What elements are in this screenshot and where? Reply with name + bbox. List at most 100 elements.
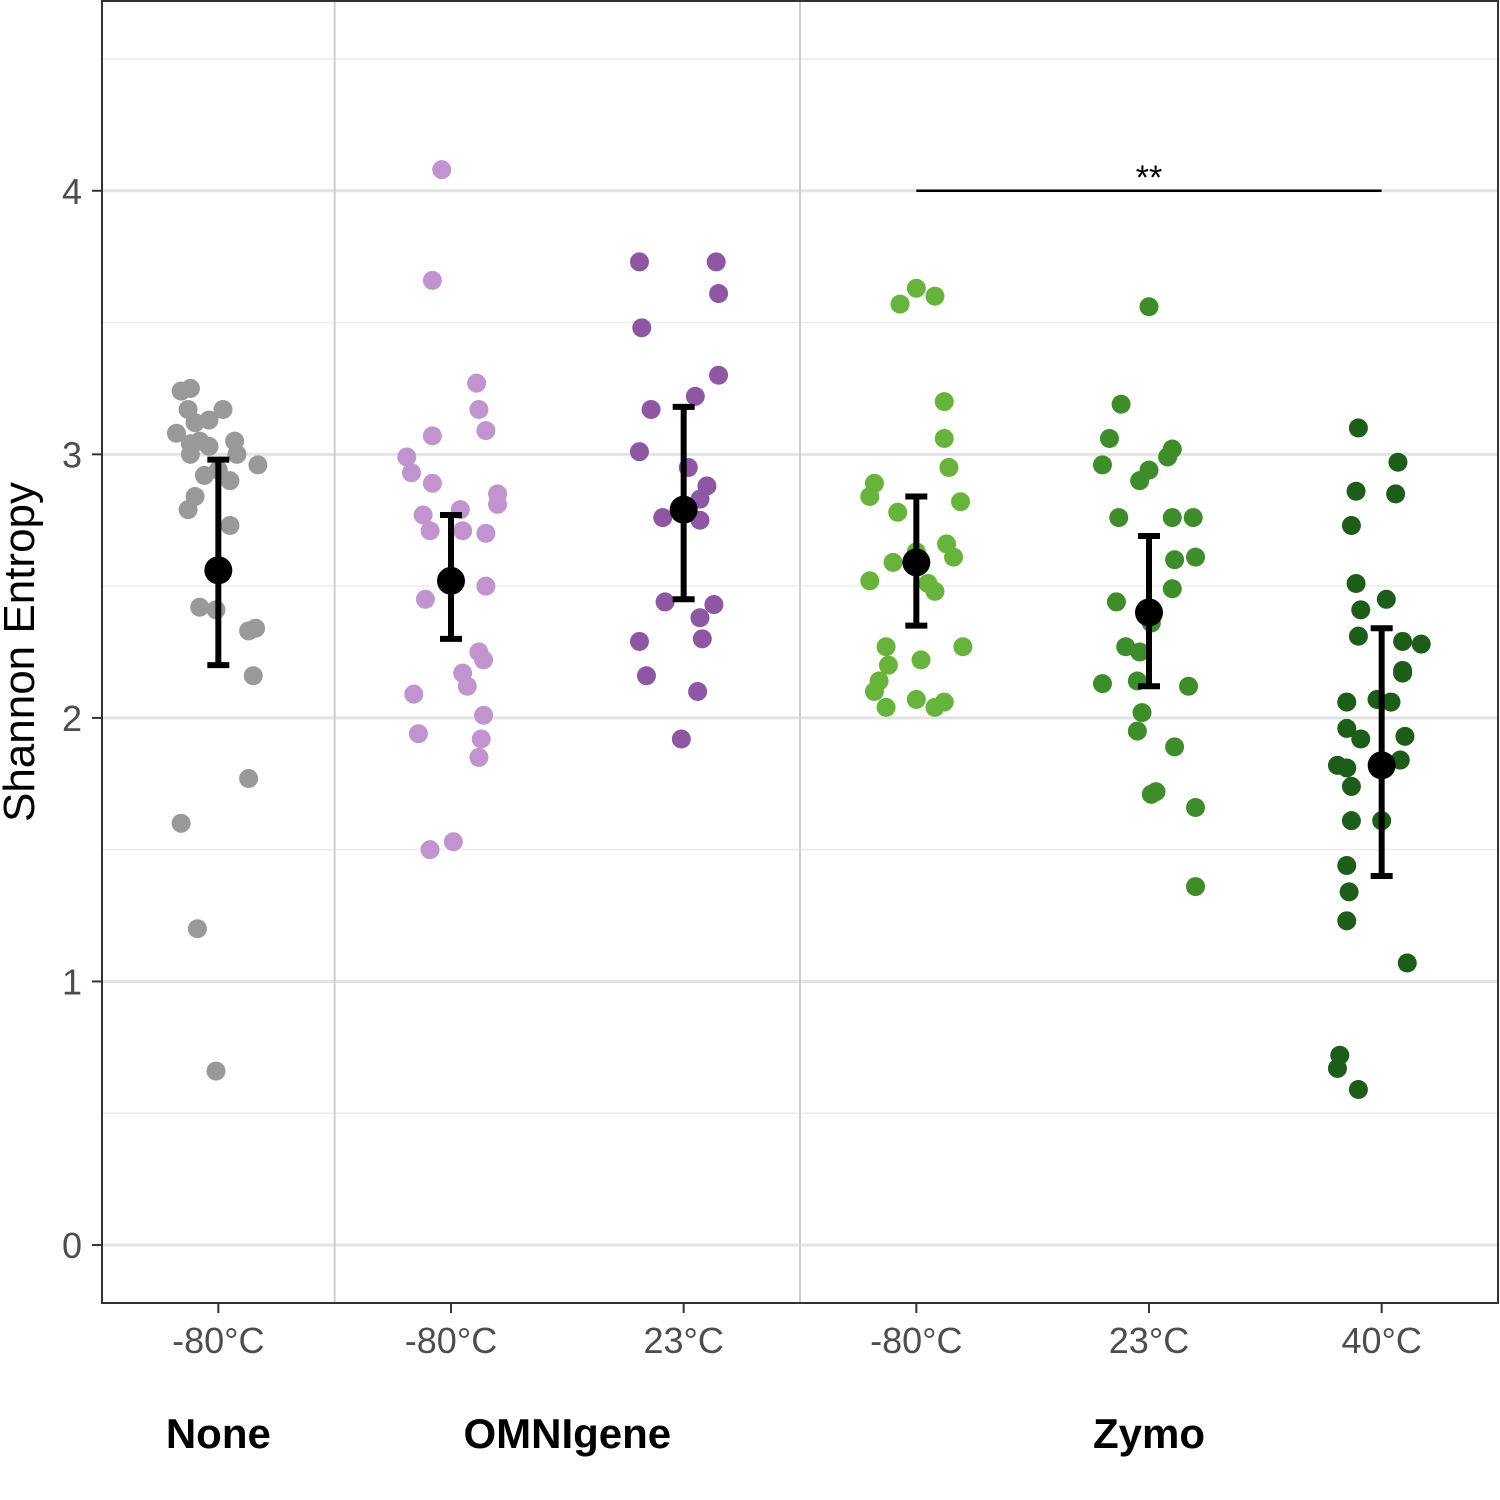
data-point <box>1141 784 1161 804</box>
data-point <box>1183 508 1203 528</box>
data-point <box>1179 676 1199 696</box>
data-point <box>432 160 452 180</box>
data-point <box>1348 418 1368 438</box>
data-point <box>1111 394 1131 414</box>
data-point <box>1348 626 1368 646</box>
group-label: OMNIgene <box>463 1410 671 1457</box>
data-point <box>1092 455 1112 475</box>
mean-point <box>437 566 465 595</box>
data-point <box>1381 692 1401 712</box>
data-point <box>420 521 440 541</box>
data-point <box>467 373 487 393</box>
data-point <box>1388 452 1408 472</box>
data-point <box>469 400 489 420</box>
group-label: None <box>166 1410 271 1457</box>
data-point <box>1348 1080 1368 1100</box>
x-tick-label: -80°C <box>870 1320 962 1361</box>
data-point <box>944 547 964 567</box>
data-point <box>404 684 424 704</box>
data-point <box>1337 718 1357 738</box>
data-point <box>1099 429 1119 449</box>
data-point <box>1339 882 1359 902</box>
data-point <box>469 747 489 767</box>
y-tick-label: 4 <box>62 171 82 212</box>
data-point <box>1327 1058 1347 1078</box>
data-point <box>443 832 463 852</box>
data-point <box>629 442 649 462</box>
data-point <box>1092 674 1112 694</box>
data-point <box>671 729 691 749</box>
data-point <box>641 400 661 420</box>
data-point <box>1162 579 1182 599</box>
data-point <box>1337 855 1357 875</box>
data-point <box>655 592 675 612</box>
data-point <box>953 637 973 657</box>
data-point <box>190 597 210 617</box>
data-point <box>629 252 649 272</box>
data-point <box>1395 726 1415 746</box>
significance-annotation: ** <box>916 159 1382 197</box>
data-point <box>422 270 442 290</box>
mean-point <box>902 548 931 577</box>
data-point <box>213 400 233 420</box>
data-point <box>488 494 508 514</box>
error-bars <box>204 403 1396 880</box>
data-point <box>471 729 491 749</box>
data-point <box>1165 550 1185 570</box>
data-point <box>246 618 266 638</box>
data-point <box>690 608 710 628</box>
y-axis: 0 1 2 3 4 <box>62 171 102 1266</box>
x-axis: -80°C -80°C 23°C -80°C 23°C 40°C <box>172 1303 1422 1361</box>
data-point <box>860 486 880 506</box>
data-point <box>934 392 954 412</box>
data-point <box>860 571 880 591</box>
data-point <box>248 455 268 475</box>
data-point <box>1186 547 1206 567</box>
data-point <box>1139 297 1159 317</box>
y-tick-label: 2 <box>62 698 82 739</box>
data-point <box>401 463 421 483</box>
data-point <box>636 666 656 686</box>
data-point <box>1393 660 1413 680</box>
data-point <box>413 505 433 525</box>
data-points <box>166 160 1431 1100</box>
data-point <box>709 365 729 385</box>
data-point <box>180 378 200 398</box>
data-point <box>408 724 428 744</box>
x-tick-label: -80°C <box>405 1320 497 1361</box>
data-point <box>220 471 240 491</box>
data-point <box>1376 589 1396 609</box>
data-point <box>653 508 673 528</box>
data-point <box>632 318 652 338</box>
data-point <box>199 436 219 456</box>
data-point <box>1132 703 1152 723</box>
data-point <box>925 697 945 717</box>
data-point <box>187 919 207 939</box>
mean-point <box>1135 598 1163 627</box>
x-tick-label: 23°C <box>1109 1320 1189 1361</box>
data-point <box>629 631 649 651</box>
data-point <box>925 286 945 306</box>
data-point <box>474 705 494 725</box>
data-point <box>476 576 496 596</box>
data-point <box>1341 776 1361 796</box>
plot-panel-border <box>101 0 1499 1304</box>
data-point <box>1411 634 1431 654</box>
data-point <box>397 447 417 467</box>
data-point <box>220 515 240 535</box>
data-point <box>243 666 263 686</box>
y-tick-label: 1 <box>62 961 82 1002</box>
data-point <box>688 682 708 702</box>
data-point <box>906 689 926 709</box>
data-point <box>474 650 494 670</box>
data-point <box>934 429 954 449</box>
data-point <box>1130 642 1150 662</box>
data-point <box>704 595 724 615</box>
data-point <box>1186 798 1206 818</box>
data-point <box>1346 481 1366 501</box>
data-point <box>415 589 435 609</box>
data-point <box>706 252 726 272</box>
data-point <box>422 426 442 446</box>
data-point <box>1109 508 1129 528</box>
